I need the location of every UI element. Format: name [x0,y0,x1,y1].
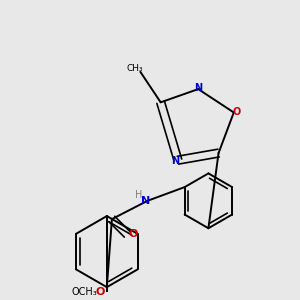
Text: H: H [135,190,142,200]
Text: N: N [194,82,202,93]
Text: O: O [129,229,138,239]
Text: O: O [95,287,105,297]
Text: N: N [141,196,151,206]
Text: N: N [171,156,179,166]
Text: O: O [232,107,240,118]
Text: CH₃: CH₃ [127,64,143,73]
Text: OCH₃: OCH₃ [71,287,97,297]
